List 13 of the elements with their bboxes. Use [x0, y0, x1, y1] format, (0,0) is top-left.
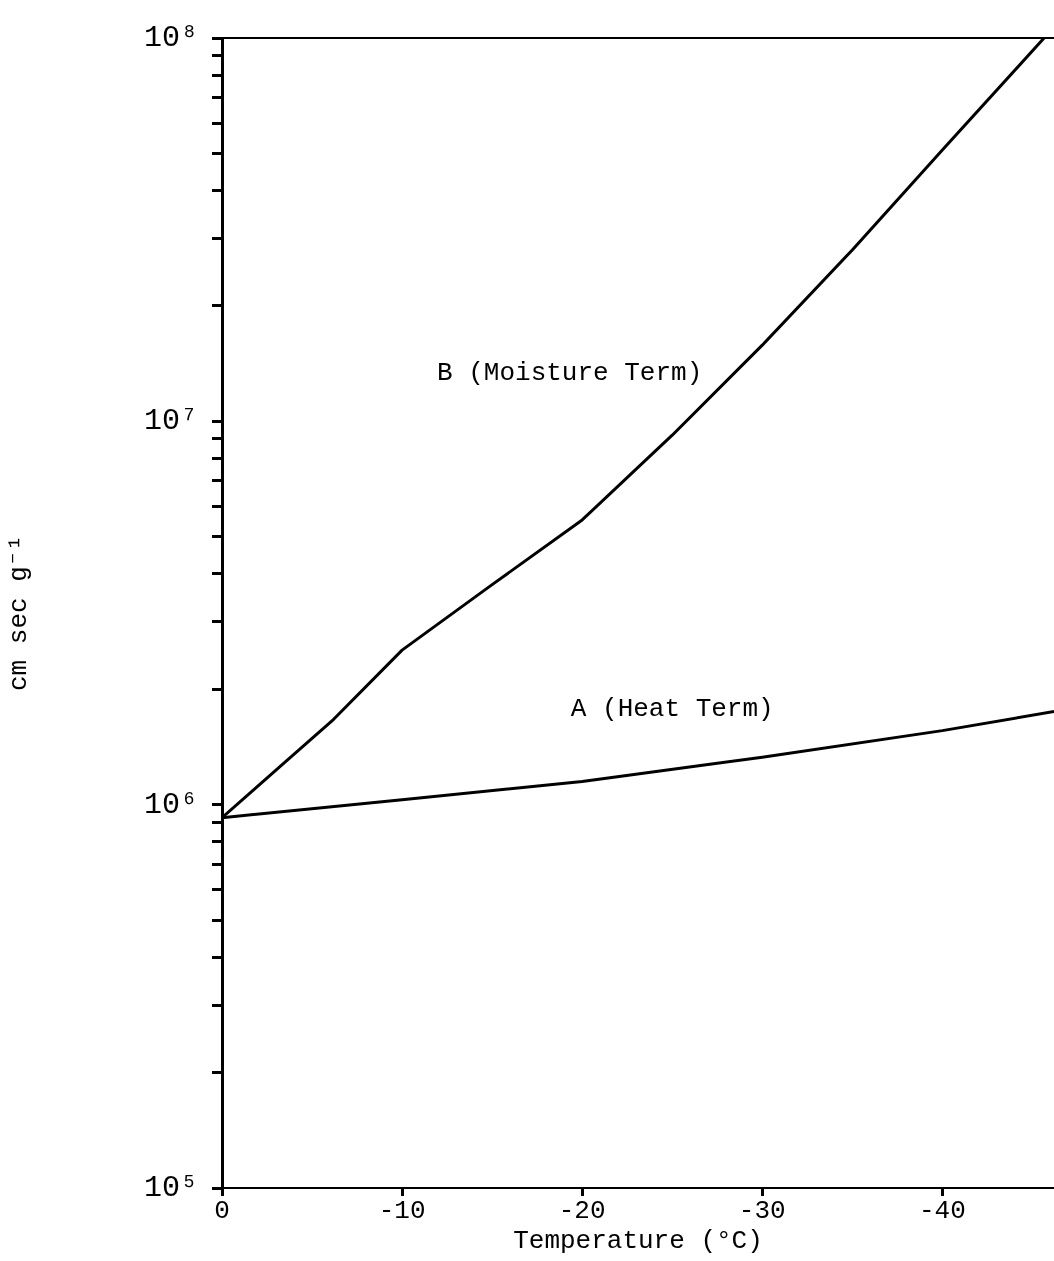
y-tick-label: 10⁶	[143, 787, 198, 822]
x-axis-title: Temperature (°C)	[513, 1226, 763, 1257]
x-tick-label: -40	[918, 1196, 966, 1227]
y-tick-label: 10⁵	[143, 1170, 198, 1205]
series-label: A (Heat Term)	[570, 694, 774, 725]
y-tick-label: 10⁸	[143, 20, 198, 55]
series-label: B (Moisture Term)	[437, 358, 703, 389]
x-tick-label: -30	[738, 1196, 786, 1227]
y-axis-title: cm sec g⁻¹	[4, 534, 35, 692]
x-tick-label: -20	[558, 1196, 606, 1227]
x-tick-label: -10	[378, 1196, 426, 1227]
x-tick-label: 0	[214, 1196, 230, 1227]
y-tick-label: 10⁷	[143, 404, 198, 439]
